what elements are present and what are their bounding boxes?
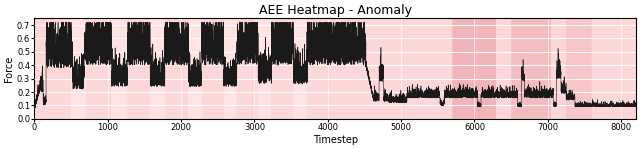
Title: AEE Heatmap - Anomaly: AEE Heatmap - Anomaly	[259, 4, 412, 17]
X-axis label: Timestep: Timestep	[312, 135, 358, 145]
Y-axis label: Force: Force	[4, 55, 14, 82]
